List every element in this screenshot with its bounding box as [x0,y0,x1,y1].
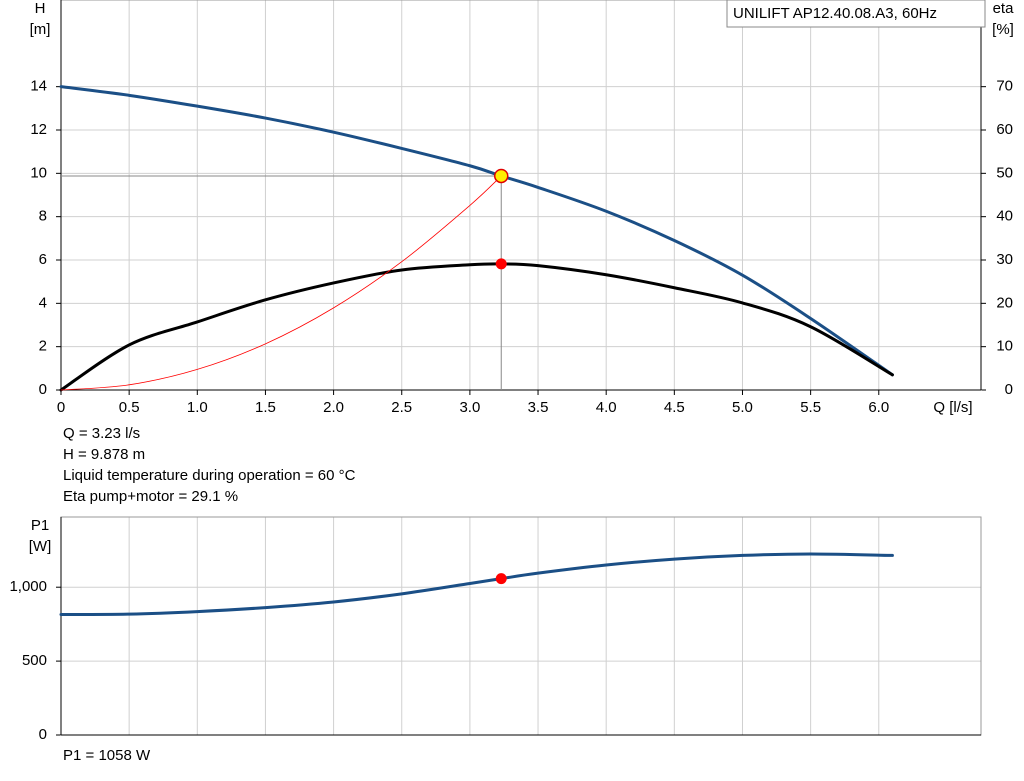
y-axis-unit: [W] [29,538,52,555]
operating-point [495,573,507,585]
y-tick-label: 6 [39,251,47,268]
info-text: Liquid temperature during operation = 60… [63,467,356,484]
y2-tick-label: 20 [996,294,1013,311]
legend-text: UNILIFT AP12.40.08.A3, 60Hz [733,5,937,22]
x-tick-label: 3.0 [459,399,480,416]
y-tick-label: 8 [39,208,47,225]
y2-tick-label: 40 [996,208,1013,225]
y2-tick-label: 0 [1005,381,1013,398]
y2-axis-unit: [%] [992,21,1014,38]
operating-point [493,168,509,184]
x-axis-label: Q [l/s] [933,399,972,416]
y2-axis-label: eta [993,0,1015,17]
y2-tick-label: 10 [996,338,1013,355]
x-tick-label: 4.0 [596,399,617,416]
y-tick-label: 2 [39,338,47,355]
x-tick-label: 3.5 [528,399,549,416]
y-tick-label: 4 [39,294,47,311]
legend-box [726,0,986,28]
y-axis-label: H [35,0,46,17]
x-tick-label: 0 [57,399,65,416]
y-tick-label: 10 [30,164,47,181]
y-tick-label: 14 [30,78,47,95]
y-tick-label: 500 [22,652,47,669]
x-tick-label: 0.5 [119,399,140,416]
y-tick-label: 1,000 [9,578,47,595]
x-tick-label: 4.5 [664,399,685,416]
info-text: H = 9.878 m [63,446,145,463]
y-axis-label: P1 [31,517,49,534]
x-tick-label: 2.0 [323,399,344,416]
x-tick-label: 6.0 [868,399,889,416]
info-text: Eta pump+motor = 29.1 % [63,488,238,505]
operating-point [495,258,507,270]
y2-tick-label: 50 [996,164,1013,181]
y2-tick-label: 70 [996,78,1013,95]
y-tick-label: 0 [39,726,47,743]
y2-tick-label: 30 [996,251,1013,268]
curve [59,262,894,392]
x-tick-label: 5.5 [800,399,821,416]
curve [59,85,894,377]
y2-tick-label: 60 [996,121,1013,138]
x-tick-label: 1.5 [255,399,276,416]
x-tick-label: 5.0 [732,399,753,416]
x-tick-label: 1.0 [187,399,208,416]
y-tick-label: 12 [30,121,47,138]
info-text: P1 = 1058 W [63,747,151,764]
y-axis-unit: [m] [30,21,51,38]
curve [60,175,502,391]
info-text: Q = 3.23 l/s [63,425,140,442]
curve [59,552,894,617]
x-tick-label: 2.5 [391,399,412,416]
y-tick-label: 0 [39,381,47,398]
